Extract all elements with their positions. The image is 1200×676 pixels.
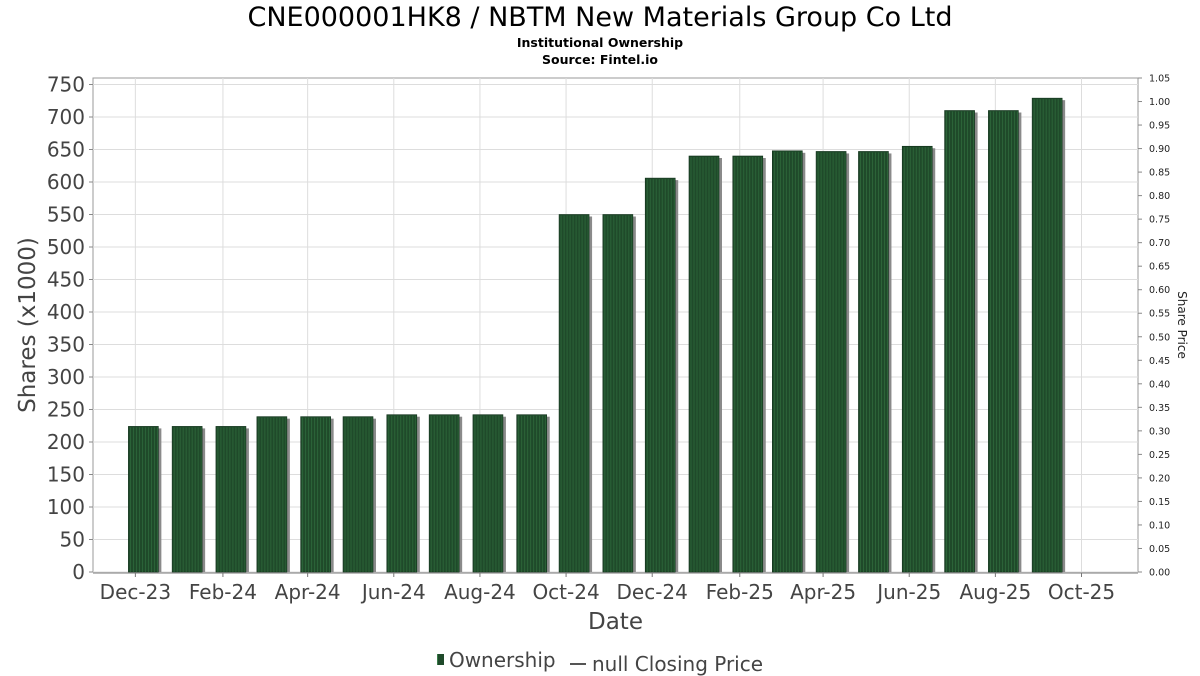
y2-tick-label: 0.45 xyxy=(1149,356,1170,367)
y2-axis-title: Share Price xyxy=(1175,291,1189,359)
ownership-bar xyxy=(772,150,803,573)
y-tick-label: 0 xyxy=(72,560,85,584)
legend-label-closing-price: null Closing Price xyxy=(591,652,764,676)
y-tick-label: 150 xyxy=(47,463,85,487)
ownership-bar xyxy=(300,416,331,573)
ownership-bar xyxy=(644,177,676,573)
x-tick-label: Jun-25 xyxy=(875,580,941,604)
ownership-bar xyxy=(944,110,975,573)
ownership-bar xyxy=(516,414,548,573)
y2-tick-label: 1.00 xyxy=(1149,97,1170,108)
y2-tick-label: 0.75 xyxy=(1149,215,1170,226)
y2-tick-label: 0.95 xyxy=(1149,121,1170,132)
y-tick-label: 350 xyxy=(47,333,85,357)
y-tick-label: 650 xyxy=(47,138,85,162)
legend: Ownership null Closing Price xyxy=(0,646,1200,676)
x-tick-label: Feb-24 xyxy=(189,580,257,604)
ownership-bar xyxy=(1031,97,1063,573)
x-tick-label: Jun-24 xyxy=(360,580,426,604)
y2-tick-label: 0.40 xyxy=(1149,379,1170,390)
y-tick-label: 550 xyxy=(47,203,85,227)
y2-tick-label: 0.55 xyxy=(1149,309,1170,320)
x-tick-label: Apr-24 xyxy=(275,580,341,604)
y-tick-label: 700 xyxy=(47,105,85,129)
ownership-bar xyxy=(988,110,1019,573)
y2-tick-label: 0.60 xyxy=(1149,285,1170,296)
y2-tick-label: 0.70 xyxy=(1149,238,1170,249)
ownership-bar xyxy=(428,414,460,573)
x-tick-label: Feb-25 xyxy=(706,580,774,604)
y2-tick-label: 0.50 xyxy=(1149,332,1170,343)
y2-tick-label: 0.65 xyxy=(1149,262,1170,273)
ownership-bar xyxy=(558,214,590,573)
ownership-bar xyxy=(472,414,504,573)
y2-tick-label: 0.30 xyxy=(1149,426,1170,437)
x-tick-label: Dec-23 xyxy=(100,580,171,604)
x-axis-title: Date xyxy=(588,609,643,635)
y2-tick-label: 0.35 xyxy=(1149,403,1170,414)
ownership-bar xyxy=(688,155,720,573)
y2-tick-label: 0.85 xyxy=(1149,168,1170,179)
ownership-bar xyxy=(732,155,764,573)
legend-label-ownership: Ownership xyxy=(448,647,556,672)
ownership-bar xyxy=(342,416,374,573)
ownership-bar xyxy=(815,151,847,573)
y2-tick-label: 0.00 xyxy=(1149,568,1170,579)
y2-tick-label: 0.15 xyxy=(1149,497,1170,508)
ownership-chart: 0 50 100 150 200 250 300 350 400 450 500 550 600 650 7… xyxy=(15,73,1189,636)
y2-tick-label: 0.20 xyxy=(1149,473,1170,484)
ownership-bar xyxy=(602,214,634,573)
y2-tick-label: 0.05 xyxy=(1149,544,1170,555)
y2-tick-label: 0.80 xyxy=(1149,191,1170,202)
y-tick-label: 450 xyxy=(47,268,85,292)
ownership-bar xyxy=(171,426,203,573)
x-tick-label: Aug-24 xyxy=(444,580,516,604)
chart-subtitle: Institutional Ownership xyxy=(516,35,684,50)
ownership-bar xyxy=(215,426,247,573)
legend-swatch-ownership xyxy=(436,654,444,665)
y-tick-label: 100 xyxy=(47,495,85,519)
ownership-bar xyxy=(386,414,418,573)
y-tick-label: 400 xyxy=(47,300,85,324)
legend-item-closing-price[interactable]: null Closing Price xyxy=(569,652,764,676)
legend-item-ownership[interactable]: Ownership xyxy=(436,647,556,672)
y-tick-label: 300 xyxy=(47,365,85,389)
y2-tick-label: 0.90 xyxy=(1149,144,1170,155)
y2-tick-label: 1.05 xyxy=(1149,74,1170,85)
ownership-bar xyxy=(256,416,288,573)
y-tick-label: 50 xyxy=(60,528,85,552)
legend-line-closing-price xyxy=(569,663,586,665)
x-tick-label: Apr-25 xyxy=(790,580,856,604)
y-tick-label: 750 xyxy=(47,73,85,97)
y2-tick-label: 0.10 xyxy=(1149,520,1170,531)
x-tick-label: Oct-24 xyxy=(532,580,599,604)
y2-tick-label: 0.25 xyxy=(1149,450,1170,461)
chart-source: Source: Fintel.io xyxy=(542,52,658,67)
ownership-bar xyxy=(858,151,889,573)
x-tick-label: Dec-24 xyxy=(617,580,688,604)
chart-title: CNE000001HK8 / NBTM New Materials Group … xyxy=(247,2,953,33)
ownership-bar xyxy=(128,426,159,573)
y-tick-label: 250 xyxy=(47,398,85,422)
ownership-bar xyxy=(901,145,933,573)
y-tick-label: 500 xyxy=(47,235,85,259)
y-tick-label: 200 xyxy=(47,430,85,454)
y-tick-label: 600 xyxy=(47,170,85,194)
x-tick-label: Aug-25 xyxy=(960,580,1032,604)
x-tick-label: Oct-25 xyxy=(1048,580,1115,604)
y-axis-title: Shares (x1000) xyxy=(15,237,41,413)
